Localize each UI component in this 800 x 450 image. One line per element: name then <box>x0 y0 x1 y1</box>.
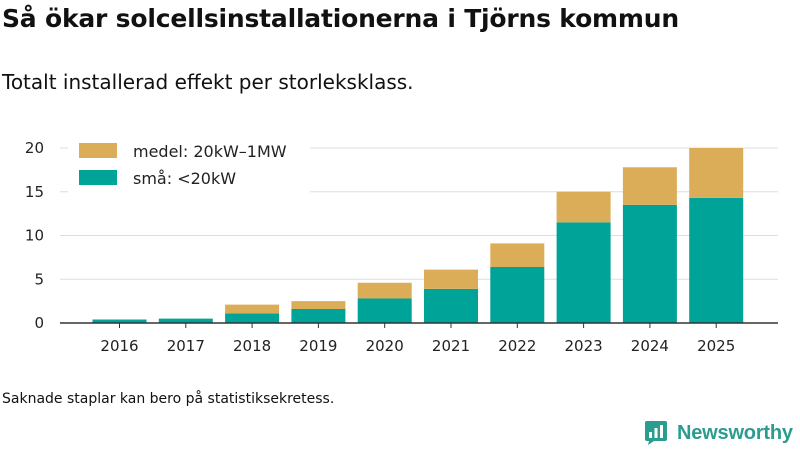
x-tick-label: 2019 <box>299 337 337 355</box>
legend-swatch-small <box>79 170 117 185</box>
bar-small-2022 <box>490 267 545 323</box>
bars <box>92 148 744 323</box>
brand-name: Newsworthy <box>677 421 793 444</box>
bar-small-2021 <box>424 288 478 323</box>
x-tick-label: 2022 <box>498 337 536 355</box>
bar-medium-2019 <box>291 301 346 309</box>
bar-medium-2020 <box>357 282 412 299</box>
stacked-bar-chart: 0 5 10 15 20 2016 2017 2018 2019 2020 2021 2022 202… <box>25 137 778 355</box>
x-tick-label: 2021 <box>432 337 470 355</box>
legend-label-small: små: <20kW <box>133 169 236 188</box>
bar-medium-2018 <box>225 304 280 314</box>
y-axis-ticks: 0 5 10 15 20 <box>25 139 44 332</box>
bar-medium-2024 <box>622 167 677 205</box>
bar-small-2025 <box>689 197 744 323</box>
bar-medium-2025 <box>689 148 744 198</box>
y-tick-label: 15 <box>25 183 44 201</box>
bar-small-2017 <box>158 318 213 323</box>
y-tick-label: 20 <box>25 139 44 157</box>
x-tick-label: 2016 <box>100 337 138 355</box>
bar-small-2020 <box>357 298 412 323</box>
y-tick-label: 5 <box>34 270 44 288</box>
newsworthy-logo-icon <box>645 421 667 445</box>
bar-small-2023 <box>556 222 611 323</box>
bar-medium-2021 <box>424 269 478 289</box>
bar-small-2018 <box>225 313 280 323</box>
chart-title: Så ökar solcellsinstallationerna i Tjörn… <box>2 4 679 33</box>
bar-small-2016 <box>92 319 147 323</box>
footnote: Saknade staplar kan bero på statistiksek… <box>2 391 335 407</box>
newsworthy-brand[interactable]: Newsworthy <box>644 420 793 446</box>
y-tick-label: 10 <box>25 227 44 245</box>
x-tick-label: 2023 <box>565 337 603 355</box>
bar-small-2024 <box>622 204 677 323</box>
chart-subtitle: Totalt installerad effekt per storlekskl… <box>2 70 414 94</box>
x-axis-ticks: 2016 2017 2018 2019 2020 2021 2022 2023 2024 2025 <box>100 323 735 355</box>
bar-medium-2023 <box>556 191 611 223</box>
x-tick-label: 2020 <box>366 337 404 355</box>
legend-swatch-medium <box>79 143 117 158</box>
legend-label-medium: medel: 20kW–1MW <box>133 142 287 161</box>
x-tick-label: 2017 <box>167 337 205 355</box>
y-tick-label: 0 <box>34 314 44 332</box>
bar-small-2019 <box>291 309 346 323</box>
x-tick-label: 2025 <box>697 337 735 355</box>
bar-medium-2022 <box>490 243 545 267</box>
x-tick-label: 2024 <box>631 337 669 355</box>
x-tick-label: 2018 <box>233 337 271 355</box>
legend: medel: 20kW–1MW små: <20kW <box>68 137 310 193</box>
